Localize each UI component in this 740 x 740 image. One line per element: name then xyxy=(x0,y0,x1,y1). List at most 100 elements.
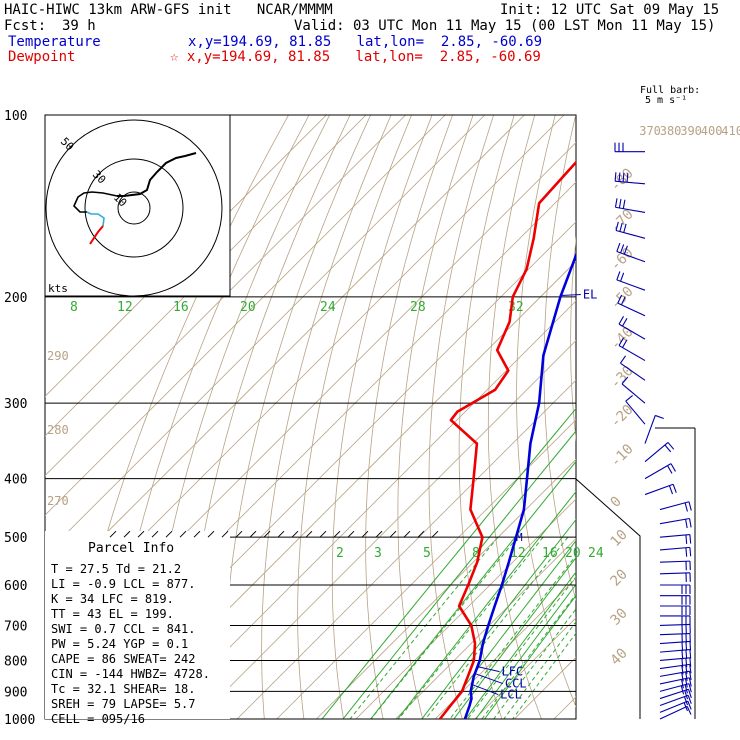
mixing-ratio-label-lower: 24 xyxy=(588,546,604,561)
hodograph-trace-low xyxy=(86,211,105,227)
parcel-info-row: PW = 5.24 YGP = 0.1 xyxy=(51,637,188,651)
wind-barb xyxy=(659,534,692,544)
wind-barb xyxy=(659,560,691,571)
barb-staff xyxy=(659,623,691,626)
parcel-info-row: SWI = 0.7 CCL = 841. xyxy=(51,622,196,636)
wind-barb xyxy=(660,595,691,605)
barb-flag xyxy=(689,518,692,528)
barb-staff xyxy=(659,670,690,677)
parcel-info-row: LI = -0.9 LCL = 877. xyxy=(51,577,196,591)
mixing-ratio-dashed xyxy=(425,536,569,719)
barb-flag xyxy=(689,649,692,659)
pressure-label-1000: 1000 xyxy=(4,713,35,728)
hatch-mark xyxy=(207,530,215,538)
barb-flag xyxy=(688,689,692,699)
dry-adiabat xyxy=(693,115,740,719)
barb-flag xyxy=(681,658,684,668)
barb-flag xyxy=(618,316,624,325)
mixing-ratio-label-upper: 16 xyxy=(173,300,189,315)
barb-staff xyxy=(621,383,646,404)
hatch-mark xyxy=(319,530,327,538)
mixing-ratio-label-lower: 5 xyxy=(423,546,431,561)
mixing-ratio-label-upper: 8 xyxy=(70,300,78,315)
mixing-ratio-dashed xyxy=(398,536,544,719)
barb-flag xyxy=(687,695,692,704)
isotherm xyxy=(45,115,367,437)
dry-adiabat xyxy=(261,115,392,719)
barb-staff xyxy=(615,206,646,214)
fcst-label: Fcst: xyxy=(4,18,47,34)
barb-flag xyxy=(623,245,628,255)
barb-staff xyxy=(644,463,672,480)
barb-flag xyxy=(688,677,692,687)
isotherm-label: 20 xyxy=(608,566,631,589)
mixing-ratio-label-upper: 28 xyxy=(410,300,426,315)
profiles xyxy=(438,160,576,719)
barb-staff xyxy=(659,688,689,700)
wind-barb xyxy=(660,584,691,595)
isotherm xyxy=(236,379,576,719)
wind-barb xyxy=(621,376,646,404)
wind-barb xyxy=(644,463,676,480)
wind-barb xyxy=(615,221,646,239)
isotherm xyxy=(395,538,576,719)
barb-flag xyxy=(622,199,626,209)
marker-tick-lcl xyxy=(471,684,499,696)
wind-barb xyxy=(659,572,691,582)
barb-flag xyxy=(616,271,621,281)
wind-barb xyxy=(644,414,664,444)
parcel-info-row: T = 27.5 Td = 21.2 xyxy=(51,562,181,576)
isotherm-label: -50 xyxy=(608,284,637,313)
barb-staff xyxy=(644,483,674,496)
mixing-ratio-label-lower: 2 xyxy=(336,546,344,561)
barb-flag xyxy=(685,519,688,529)
isotherm-label: -40 xyxy=(608,324,637,353)
mixing-ratio-label-lower: 8 xyxy=(472,546,480,561)
mixing-ratio-line xyxy=(484,594,576,719)
isotherm-label: -70 xyxy=(608,206,637,235)
pressure-label-100: 100 xyxy=(4,109,27,124)
barb-flag xyxy=(615,221,619,231)
hatch-mark xyxy=(151,530,159,538)
mixing-ratio-dashed xyxy=(349,536,499,719)
hatch-mark xyxy=(109,530,117,538)
barb-legend-line2: 5 m s⁻¹ xyxy=(645,95,688,106)
marker-tick-ccl xyxy=(474,673,504,685)
dry-adiabat xyxy=(670,115,740,719)
hodograph-trace-mid xyxy=(73,191,118,213)
dry-adiabat xyxy=(365,115,453,719)
hatch-mark xyxy=(193,530,201,538)
barb-flag xyxy=(614,198,618,208)
hatch-mark xyxy=(305,530,313,538)
pressure-label-400: 400 xyxy=(4,473,27,488)
barb-flag xyxy=(684,502,688,512)
marker-lcl: LCL xyxy=(500,688,522,702)
barb-staff xyxy=(615,180,646,185)
isotherm xyxy=(45,115,486,556)
wind-barb xyxy=(616,271,646,291)
barb-staff xyxy=(659,572,691,575)
barb-flag xyxy=(685,534,688,544)
barb-staff xyxy=(659,700,689,713)
barb-flag xyxy=(618,172,621,182)
dry-adiabat xyxy=(297,115,412,719)
wind-barb xyxy=(614,198,646,214)
pressure-label-700: 700 xyxy=(4,619,27,634)
wind-barb xyxy=(617,294,646,317)
hodograph-ring xyxy=(45,119,223,297)
barb-staff xyxy=(616,279,646,291)
mixing-ratio-label-upper: 20 xyxy=(240,300,256,315)
barb-staff xyxy=(644,415,656,444)
theta-label-side: 270 xyxy=(47,494,69,508)
hodograph-trace-surface xyxy=(89,225,104,245)
barb-flag xyxy=(620,296,626,306)
isotherm-label: -80 xyxy=(608,165,637,194)
mixing-ratio-dashed xyxy=(449,554,576,719)
parcel-info-box: Parcel Info T = 27.5 Td = 21.2LI = -0.9 L… xyxy=(45,530,439,726)
isotherm-label: -20 xyxy=(608,402,637,431)
isotherm xyxy=(316,458,576,719)
dewpoint-legend: Dewpoint xyxy=(8,49,76,65)
barb-flag xyxy=(664,444,672,453)
barb-flag xyxy=(685,658,688,668)
barb-staff xyxy=(616,251,646,263)
